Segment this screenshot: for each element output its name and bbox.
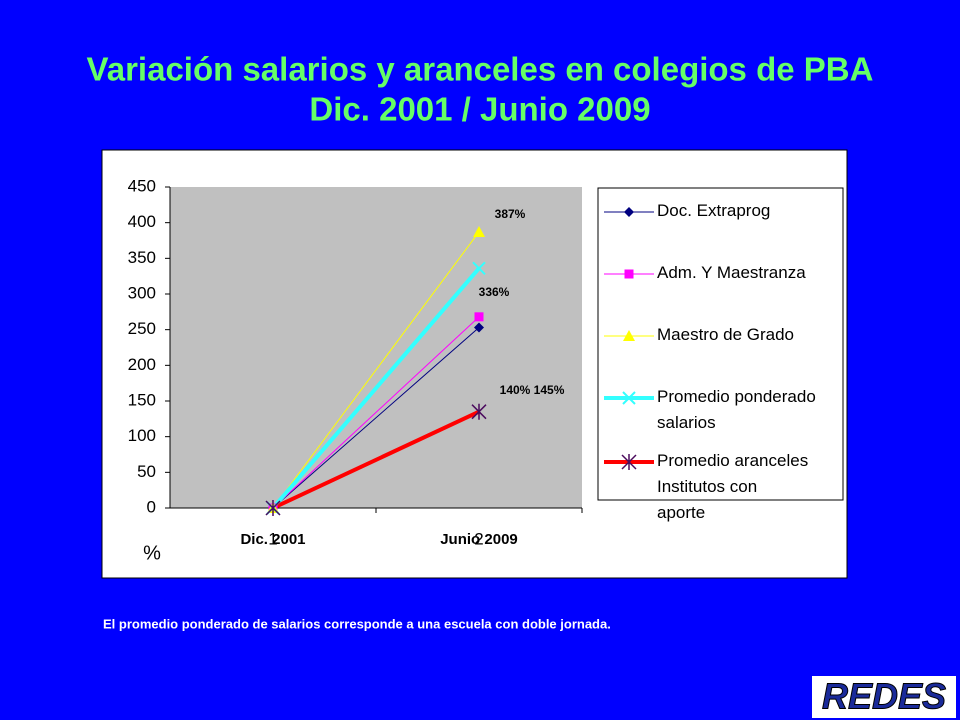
annotation: 140% 145%	[500, 383, 565, 397]
y-tick-label: 450	[128, 176, 156, 195]
legend-label: Promedio ponderado salarios	[657, 387, 821, 432]
y-tick-label: 100	[128, 426, 156, 445]
series-line	[272, 327, 480, 509]
marker	[624, 207, 634, 217]
marker	[471, 403, 487, 420]
legend-label: Doc. Extraprog	[657, 201, 770, 220]
y-tick-label: 350	[128, 248, 156, 267]
marker	[473, 225, 485, 237]
y-tick-label: 300	[128, 283, 156, 302]
annotation: 387%	[495, 207, 526, 221]
marker	[474, 312, 484, 322]
legend-label: Promedio aranceles Institutos con aporte	[657, 451, 813, 522]
y-tick-label: 50	[137, 462, 156, 481]
y-axis-label: %	[143, 542, 161, 564]
logo: REDES	[822, 676, 946, 717]
y-tick-label: 0	[147, 497, 156, 516]
legend	[597, 187, 844, 501]
logo-box	[812, 676, 956, 718]
legend-label: Adm. Y Maestranza	[657, 263, 806, 282]
marker	[474, 322, 484, 333]
annotation: 336%	[479, 285, 510, 299]
marker	[265, 500, 281, 516]
subtitle: Dic. 2001 / Junio 2009	[309, 91, 650, 128]
marker	[623, 330, 635, 341]
title: Variación salarios y aranceles en colegi…	[87, 51, 874, 88]
x-index-label: 1	[268, 529, 277, 548]
marker	[621, 454, 637, 470]
y-tick-label: 250	[128, 319, 156, 338]
y-tick-label: 200	[128, 355, 156, 374]
x-tick-label: Junio 2009	[440, 531, 518, 548]
y-tick-label: 400	[128, 212, 156, 231]
y-tick-label: 150	[128, 390, 156, 409]
marker	[622, 391, 636, 405]
x-tick-label: Dic. 2001	[240, 531, 305, 548]
x-index-label: 2	[474, 529, 483, 548]
footnote: El promedio ponderado de salarios corres…	[103, 616, 611, 631]
legend-label: Maestro de Grado	[657, 325, 794, 344]
plot-area	[170, 187, 582, 508]
series-line	[272, 231, 480, 509]
marker	[472, 261, 486, 276]
marker	[624, 269, 634, 279]
series-line	[271, 267, 481, 510]
series-line	[272, 409, 480, 510]
series-line	[272, 316, 480, 509]
